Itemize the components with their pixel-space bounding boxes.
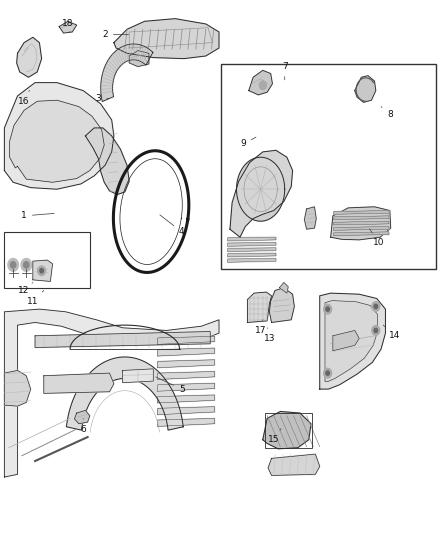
Polygon shape bbox=[4, 370, 31, 406]
Polygon shape bbox=[334, 221, 389, 225]
Text: 18: 18 bbox=[62, 20, 74, 32]
Bar bbox=[221, 64, 436, 269]
Circle shape bbox=[374, 328, 378, 333]
Polygon shape bbox=[355, 76, 376, 102]
Polygon shape bbox=[228, 237, 276, 241]
Polygon shape bbox=[334, 216, 389, 220]
Polygon shape bbox=[158, 360, 215, 368]
Polygon shape bbox=[334, 211, 389, 214]
Circle shape bbox=[372, 302, 380, 311]
Bar bbox=[265, 413, 312, 448]
Circle shape bbox=[38, 266, 46, 276]
Circle shape bbox=[324, 304, 332, 314]
Text: 9: 9 bbox=[240, 137, 256, 148]
Polygon shape bbox=[67, 357, 183, 430]
Polygon shape bbox=[158, 418, 215, 426]
Polygon shape bbox=[247, 292, 272, 322]
Polygon shape bbox=[228, 259, 276, 262]
Polygon shape bbox=[123, 369, 153, 383]
Text: 5: 5 bbox=[156, 377, 185, 393]
Polygon shape bbox=[228, 253, 276, 257]
Circle shape bbox=[326, 307, 329, 311]
Polygon shape bbox=[333, 330, 359, 351]
Polygon shape bbox=[279, 282, 288, 293]
Circle shape bbox=[8, 259, 18, 271]
Polygon shape bbox=[158, 336, 215, 344]
Bar bbox=[4, 232, 90, 288]
Circle shape bbox=[40, 269, 43, 273]
Polygon shape bbox=[269, 288, 294, 322]
Circle shape bbox=[372, 326, 380, 335]
Polygon shape bbox=[331, 207, 391, 240]
Polygon shape bbox=[334, 232, 389, 236]
Circle shape bbox=[11, 262, 16, 268]
Polygon shape bbox=[158, 395, 215, 403]
Polygon shape bbox=[33, 260, 53, 281]
Polygon shape bbox=[325, 301, 378, 382]
Polygon shape bbox=[249, 70, 272, 95]
Text: 2: 2 bbox=[102, 30, 129, 39]
Text: 15: 15 bbox=[268, 429, 281, 444]
Polygon shape bbox=[59, 21, 77, 33]
Polygon shape bbox=[10, 100, 104, 182]
Polygon shape bbox=[158, 383, 215, 391]
Circle shape bbox=[259, 81, 266, 90]
Polygon shape bbox=[158, 348, 215, 356]
Text: 8: 8 bbox=[381, 107, 393, 119]
Text: 1: 1 bbox=[21, 212, 54, 220]
Text: 12: 12 bbox=[18, 282, 33, 295]
Text: 7: 7 bbox=[282, 62, 288, 80]
Polygon shape bbox=[263, 411, 311, 449]
Polygon shape bbox=[4, 83, 114, 189]
Polygon shape bbox=[74, 410, 90, 424]
Polygon shape bbox=[85, 128, 129, 195]
Polygon shape bbox=[320, 293, 385, 389]
Polygon shape bbox=[268, 454, 320, 475]
Text: 3: 3 bbox=[95, 94, 109, 103]
Circle shape bbox=[21, 259, 32, 271]
Polygon shape bbox=[44, 373, 114, 393]
Polygon shape bbox=[228, 248, 276, 252]
Polygon shape bbox=[35, 332, 210, 348]
Polygon shape bbox=[334, 227, 389, 230]
Text: 4: 4 bbox=[160, 215, 184, 236]
Circle shape bbox=[24, 262, 29, 268]
Text: 11: 11 bbox=[27, 290, 44, 305]
Text: 10: 10 bbox=[370, 229, 385, 247]
Text: 14: 14 bbox=[383, 325, 400, 340]
Circle shape bbox=[326, 371, 329, 375]
Text: 13: 13 bbox=[264, 328, 275, 343]
Text: 17: 17 bbox=[255, 320, 266, 335]
Polygon shape bbox=[4, 309, 219, 477]
Polygon shape bbox=[129, 51, 149, 67]
Circle shape bbox=[374, 304, 378, 309]
Polygon shape bbox=[158, 407, 215, 415]
Polygon shape bbox=[228, 243, 276, 246]
Polygon shape bbox=[237, 157, 285, 221]
Polygon shape bbox=[114, 19, 219, 59]
Polygon shape bbox=[17, 37, 42, 77]
Text: 6: 6 bbox=[80, 418, 86, 433]
Circle shape bbox=[324, 368, 332, 378]
Polygon shape bbox=[230, 150, 293, 237]
Polygon shape bbox=[158, 372, 215, 379]
Polygon shape bbox=[101, 44, 153, 101]
Polygon shape bbox=[304, 207, 316, 229]
Text: 16: 16 bbox=[18, 91, 30, 106]
